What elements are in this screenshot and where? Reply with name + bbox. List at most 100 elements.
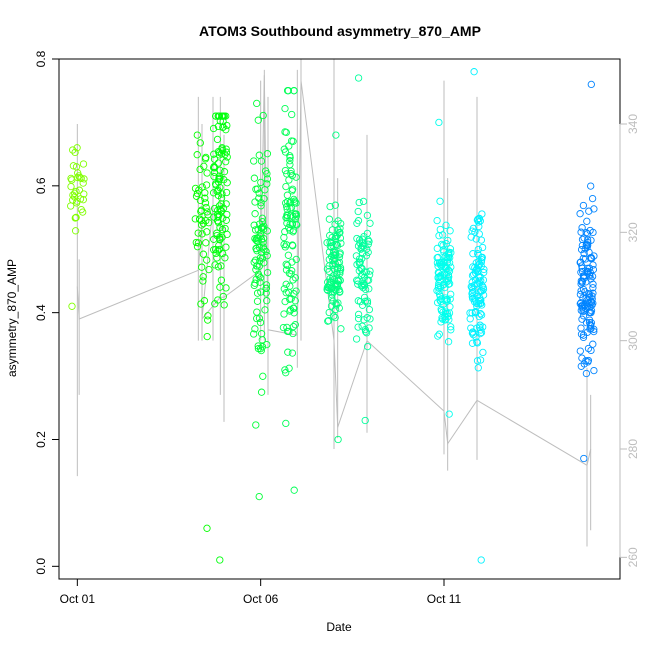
data-point: [70, 189, 79, 197]
data-point: [281, 366, 289, 374]
data-point: [292, 199, 300, 207]
data-point: [468, 309, 476, 317]
data-point: [285, 269, 294, 277]
data-point: [203, 228, 211, 236]
data-point: [280, 310, 288, 318]
data-point: [282, 280, 290, 288]
data-point: [281, 297, 289, 306]
data-point: [288, 258, 296, 266]
data-point: [466, 309, 474, 317]
data-point: [253, 297, 262, 305]
data-point: [213, 254, 221, 262]
data-point: [199, 250, 208, 258]
data-point: [67, 202, 75, 210]
data-point: [261, 186, 269, 194]
data-point: [282, 419, 290, 428]
data-point: [254, 270, 263, 278]
data-point: [203, 256, 211, 264]
data-point: [253, 308, 261, 316]
data-point: [218, 233, 226, 241]
data-point: [290, 304, 298, 313]
data-point: [215, 202, 224, 210]
data-point: [283, 219, 291, 227]
data-point: [287, 169, 295, 178]
data-point: [255, 151, 263, 159]
data-point: [587, 182, 595, 190]
x-axis: Oct 01 Oct 06 Oct 11: [60, 578, 462, 606]
data-point: [586, 321, 595, 329]
data-point: [435, 118, 443, 127]
data-point: [584, 267, 592, 276]
data-point: [329, 260, 337, 268]
data-point: [589, 228, 597, 237]
data-point: [204, 312, 212, 320]
chart-title: ATOM3 Southbound asymmetry_870_AMP: [199, 23, 481, 39]
data-point: [474, 364, 482, 372]
data-point: [335, 253, 344, 261]
data-point: [287, 295, 295, 303]
data-point: [442, 221, 450, 229]
data-point: [281, 128, 289, 136]
data-point: [222, 126, 230, 134]
data-point: [202, 239, 210, 247]
data-point: [289, 228, 297, 236]
data-point: [210, 155, 219, 163]
data-point: [579, 201, 588, 210]
data-point: [576, 347, 584, 355]
data-point: [439, 281, 447, 289]
data-point: [576, 210, 584, 218]
data-point: [473, 299, 481, 308]
data-point: [585, 207, 593, 215]
data-point: [441, 296, 449, 304]
data-point: [337, 239, 345, 247]
data-point: [478, 253, 486, 262]
data-point: [222, 148, 231, 156]
data-point: [283, 170, 291, 178]
data-point: [468, 289, 476, 298]
data-point: [196, 139, 204, 147]
data-point: [251, 210, 259, 218]
data-point: [79, 160, 88, 168]
data-point: [436, 296, 444, 304]
data-point: [365, 285, 373, 293]
data-point: [201, 189, 209, 197]
y-tick-label: 0.2: [34, 431, 48, 448]
data-point: [284, 251, 293, 259]
data-point: [209, 124, 218, 133]
data-point: [335, 258, 344, 266]
data-point: [325, 248, 334, 256]
data-point: [355, 258, 363, 266]
data-point: [213, 229, 221, 237]
data-point: [336, 250, 344, 258]
data-point: [478, 301, 486, 309]
data-point: [326, 238, 334, 247]
data-point: [590, 366, 598, 375]
data-point: [366, 267, 374, 275]
data-point: [258, 343, 267, 351]
data-point: [218, 144, 226, 152]
data-point: [73, 173, 82, 182]
data-point: [202, 217, 210, 225]
data-point: [257, 388, 266, 396]
data-point: [328, 294, 336, 302]
data-point: [334, 435, 342, 444]
data-point: [220, 168, 229, 176]
data-point: [281, 166, 290, 175]
data-point: [586, 308, 594, 316]
data-point: [472, 308, 480, 316]
data-point: [223, 210, 231, 219]
data-point: [203, 332, 211, 341]
data-point: [260, 259, 268, 267]
data-point: [263, 297, 271, 305]
data-point: [251, 198, 259, 206]
data-point: [262, 247, 270, 256]
data-point: [286, 306, 295, 314]
data-point: [198, 183, 206, 191]
data-point: [476, 294, 484, 302]
data-point: [585, 316, 594, 324]
data-point: [473, 338, 481, 346]
data-point: [336, 264, 345, 272]
data-point: [211, 300, 219, 308]
data-point: [353, 219, 361, 227]
